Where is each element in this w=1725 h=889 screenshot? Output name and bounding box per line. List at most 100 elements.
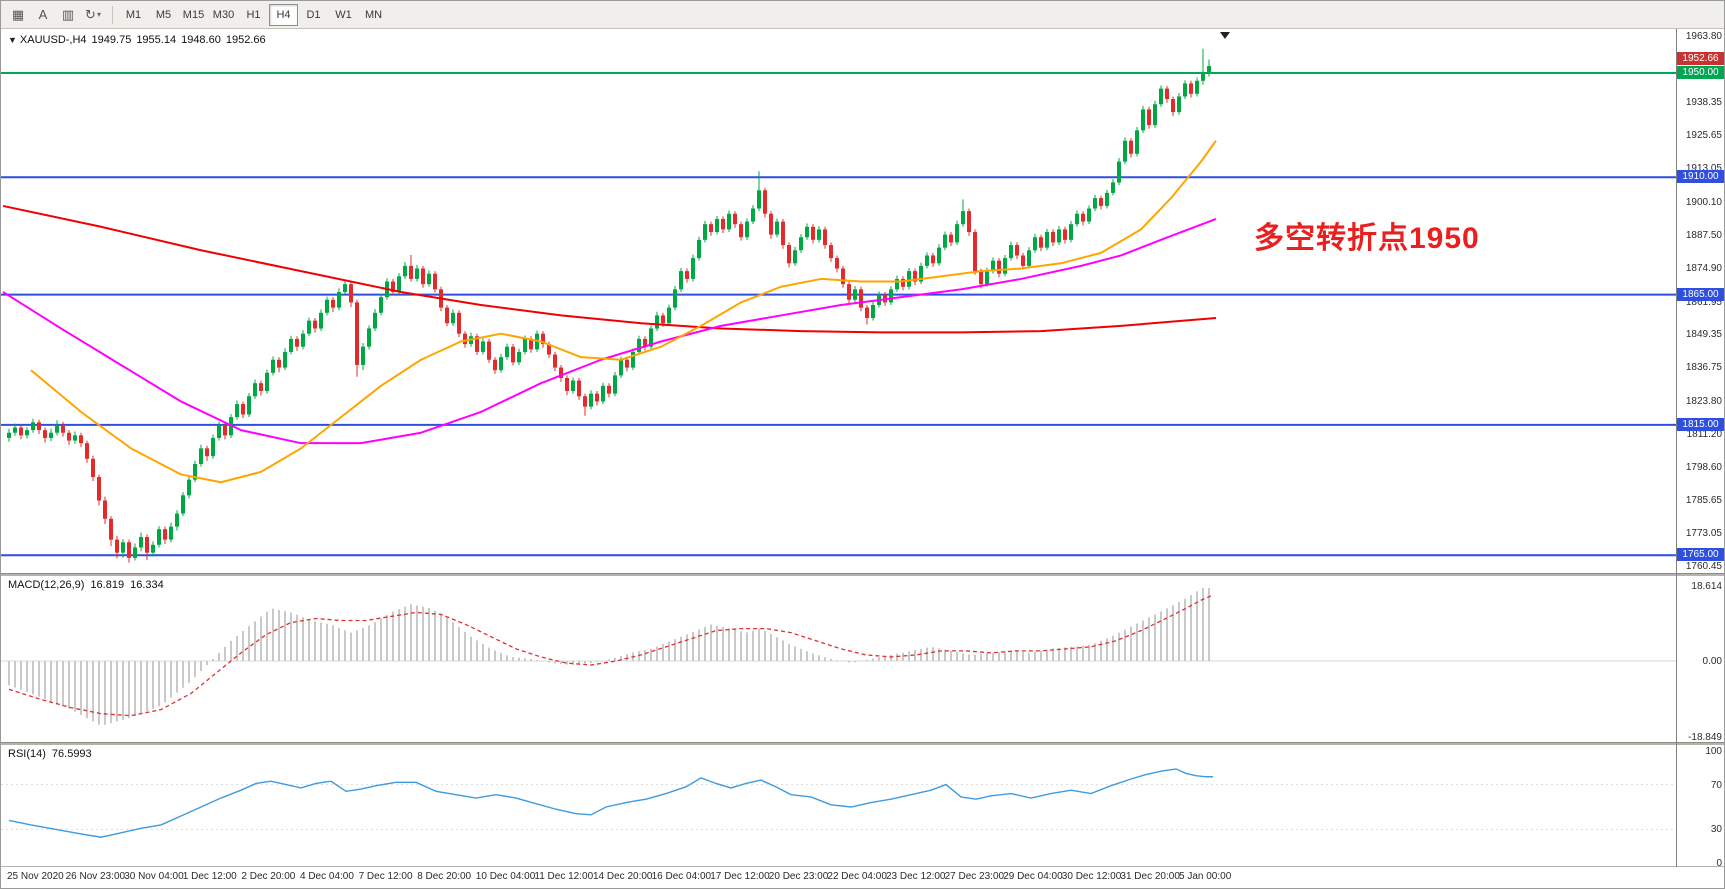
candle-body <box>427 273 431 285</box>
timeframe-button-w1[interactable]: W1 <box>335 8 352 21</box>
candle-body <box>961 211 965 225</box>
candle-body <box>313 320 317 329</box>
time-axis-label: 22 Dec 04:00 <box>827 871 887 882</box>
windows-grid-icon[interactable]: ▦ <box>11 6 25 22</box>
candle-body <box>913 271 917 282</box>
timeframe-button-m5[interactable]: M5 <box>155 8 172 21</box>
candle-body <box>493 359 497 371</box>
time-axis-label: 16 Dec 04:00 <box>651 871 712 882</box>
candle-body <box>793 250 797 264</box>
timeframe-button-mn[interactable]: MN <box>364 8 383 21</box>
time-axis[interactable]: 25 Nov 2020 26 Nov 23:00 30 Nov 04:00 1 Dec… <box>1 867 1724 888</box>
candle-body <box>907 271 911 287</box>
candle-body <box>457 312 461 334</box>
candle-body <box>805 226 809 238</box>
high-value: 1955.14 <box>136 34 177 46</box>
candle-body <box>79 435 83 444</box>
candle-body <box>163 529 167 540</box>
candle-body <box>679 271 683 290</box>
candle-body <box>649 328 653 347</box>
candle-body <box>925 255 929 266</box>
candle-body <box>55 424 59 433</box>
candle-body <box>1201 73 1205 81</box>
price-axis[interactable]: 1963.80 1938.35 1925.65 1913.05 1900.10 1887.… <box>1677 1 1724 869</box>
time-axis-label: 30 Dec 12:00 <box>1061 871 1122 882</box>
macd-axis-tick: 18.614 <box>1691 580 1722 592</box>
price-tick-label: 1836.75 <box>1685 362 1722 374</box>
candle-body <box>697 239 701 259</box>
chart-type-icon[interactable]: ▥ <box>61 6 75 22</box>
candle-body <box>37 422 41 431</box>
candle-body <box>133 547 137 558</box>
candle-body <box>817 229 821 240</box>
candle-body <box>67 432 71 441</box>
candle-body <box>103 500 107 519</box>
candle-body <box>1183 83 1187 97</box>
macd-panel-resize-handle[interactable] <box>1 573 1724 576</box>
candle-body <box>949 234 953 243</box>
candle-body <box>937 247 941 264</box>
candle-body <box>553 354 557 368</box>
candle-body <box>955 224 959 243</box>
rsi-panel-resize-handle[interactable] <box>1 742 1724 745</box>
refresh-icon[interactable]: ↻ ▾ <box>85 6 101 22</box>
candle-body <box>367 328 371 347</box>
price-chart-canvas[interactable] <box>1 29 1676 573</box>
candle-body <box>73 435 77 441</box>
caret-down-icon: ▾ <box>96 10 101 19</box>
chart-collapse-arrow[interactable]: ▼ <box>8 35 17 45</box>
text-label-button[interactable]: A <box>38 7 48 22</box>
chart-shift-marker[interactable] <box>1220 32 1230 39</box>
candle-body <box>673 289 677 308</box>
candle-body <box>1093 198 1097 209</box>
timeframe-button-d1[interactable]: D1 <box>306 8 321 21</box>
candle-body <box>325 299 329 313</box>
time-axis-label: 2 Dec 20:00 <box>241 871 296 882</box>
candle-body <box>7 432 11 438</box>
candle-body <box>1123 140 1127 162</box>
timeframe-button-m1[interactable]: M1 <box>125 8 142 21</box>
chart-text-annotation[interactable]: 多空转折点1950 <box>1254 222 1480 255</box>
hline-price-badge: 1950.00 <box>1677 65 1724 79</box>
candle-body <box>1189 83 1193 94</box>
price-tick-label: 1785.65 <box>1685 495 1722 507</box>
candle-body <box>613 375 617 394</box>
candle-body <box>145 537 149 553</box>
timeframe-button-h1[interactable]: H1 <box>246 8 261 21</box>
candle-body <box>31 422 35 431</box>
candle-body <box>709 224 713 233</box>
macd-indicator-canvas[interactable] <box>1 576 1676 742</box>
candle-body <box>283 351 287 368</box>
candle-body <box>307 320 311 334</box>
candle-body <box>769 213 773 235</box>
candle-body <box>169 526 173 540</box>
price-tick-label: 1925.65 <box>1685 130 1722 142</box>
candle-body <box>685 271 689 279</box>
candle-body <box>271 359 275 373</box>
timeframe-button-h4[interactable]: H4 <box>269 3 298 26</box>
time-axis-label: 30 Nov 04:00 <box>124 871 184 882</box>
toolbar-separator <box>112 5 113 24</box>
time-axis-label: 1 Dec 12:00 <box>182 871 237 882</box>
candle-body <box>1153 104 1157 126</box>
candle-body <box>1117 161 1121 183</box>
candle-body <box>841 268 845 285</box>
candle-body <box>871 304 875 319</box>
candle-body <box>301 333 305 347</box>
price-tick-label: 1887.50 <box>1685 229 1722 241</box>
candle-body <box>61 424 65 433</box>
timeframe-button-m15[interactable]: M15 <box>182 8 205 21</box>
price-tick-label: 1938.35 <box>1685 97 1722 109</box>
rsi-indicator-canvas[interactable] <box>1 745 1676 867</box>
candle-body <box>541 333 545 345</box>
candle-body <box>847 284 851 300</box>
candle-body <box>181 495 185 514</box>
time-axis-label: 17 Dec 12:00 <box>710 871 770 882</box>
timeframe-button-m30[interactable]: M30 <box>212 8 235 21</box>
candle-body <box>973 232 977 272</box>
candle-body <box>295 338 299 347</box>
candle-body <box>529 338 533 350</box>
time-axis-border <box>1 866 1724 867</box>
candle-body <box>409 265 413 279</box>
candle-body <box>1165 88 1169 100</box>
